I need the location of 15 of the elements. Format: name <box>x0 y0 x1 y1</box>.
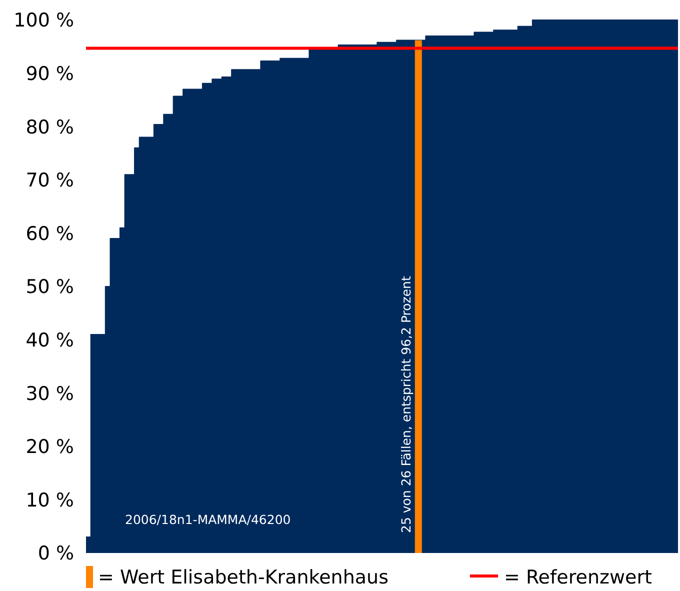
y-tick-label: 100 % <box>14 10 74 32</box>
y-tick-label: 70 % <box>26 170 74 192</box>
y-tick-label: 30 % <box>26 382 74 405</box>
annotation: 25 von 26 Fällen, entspricht 96,2 Prozent <box>398 276 414 533</box>
y-tick-label: 0 % <box>38 542 74 565</box>
y-tick-label: 90 % <box>26 62 74 85</box>
annotation: 2006/18n1-MAMMA/46200 <box>125 512 291 527</box>
legend-label: = Wert Elisabeth-Krankenhaus <box>98 566 388 589</box>
legend-label: = Referenzwert <box>504 566 652 589</box>
y-tick-label: 10 % <box>26 489 74 512</box>
y-tick-label: 60 % <box>26 222 74 245</box>
y-tick-label: 40 % <box>26 329 74 352</box>
y-tick-label: 20 % <box>26 436 74 458</box>
y-tick-label: 50 % <box>26 276 74 298</box>
y-tick-label: 80 % <box>26 116 74 138</box>
